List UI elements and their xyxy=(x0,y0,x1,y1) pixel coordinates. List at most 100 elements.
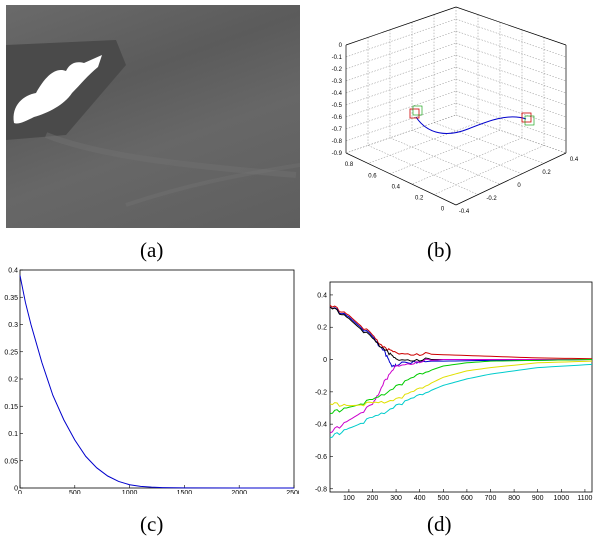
y-tick-label: -0.2 xyxy=(486,196,497,202)
plot-frame xyxy=(329,281,593,493)
x-tick-label: 1000 xyxy=(554,495,570,502)
x-tick-label: 0.4 xyxy=(392,184,401,190)
x-tick-label: 600 xyxy=(461,495,473,502)
chart-3d-trajectory: 0 -0.1 -0.2 -0.3 -0.4 -0.5 -0.6 -0.7 -0.8 -0.90.8… xyxy=(332,6,579,215)
start-marker xyxy=(409,108,420,119)
box-edge xyxy=(345,114,457,154)
grid-line xyxy=(455,54,567,94)
grid-line xyxy=(433,122,545,164)
grid-line xyxy=(389,129,501,175)
x-tick-label: 500 xyxy=(69,490,81,494)
x-tick-label: 200 xyxy=(367,495,379,502)
series-line xyxy=(329,359,593,415)
x-tick-label: 1500 xyxy=(177,490,193,494)
box-edge xyxy=(455,152,567,206)
grid-line xyxy=(389,137,501,185)
x-tick-label: 1000 xyxy=(122,490,138,494)
x-tick-label: 400 xyxy=(414,495,426,502)
grid-line xyxy=(345,66,457,106)
end-marker-outline xyxy=(524,115,535,126)
grid-line xyxy=(345,42,457,82)
caption-c: (c) xyxy=(140,512,164,536)
grid-line xyxy=(455,90,567,130)
y-tick-label: 0 xyxy=(14,486,18,493)
box-edge xyxy=(345,152,457,206)
grid-line xyxy=(455,102,567,142)
grid-line xyxy=(455,66,567,106)
camera-frame-drawing xyxy=(6,40,300,207)
y-tick-label: -0.2 xyxy=(315,389,327,396)
grid-line xyxy=(345,90,457,130)
y-tick-label: 0.25 xyxy=(4,349,18,356)
grid-line xyxy=(455,18,567,58)
series-line xyxy=(329,304,593,360)
camera-frame-image xyxy=(6,5,300,228)
z-tick-label: 0 xyxy=(339,43,343,49)
x-tick-label: 700 xyxy=(485,495,497,502)
grid-line xyxy=(345,78,457,118)
caption-d: (d) xyxy=(427,512,452,536)
x-tick-label: 0.6 xyxy=(368,173,377,179)
y-tick-label: 0.4 xyxy=(8,268,18,275)
box-edge xyxy=(345,6,457,46)
grid-line xyxy=(367,145,479,195)
z-tick-label: -0.5 xyxy=(332,103,343,109)
x-tick-label: 100 xyxy=(343,495,355,502)
series-line xyxy=(329,358,592,434)
x-tick-label: 0 xyxy=(441,206,445,212)
grid-line xyxy=(345,30,457,70)
z-tick-label: -0.3 xyxy=(332,79,343,85)
caption-b: (b) xyxy=(427,238,452,262)
z-tick-label: -0.8 xyxy=(332,139,343,145)
z-tick-label: -0.6 xyxy=(332,115,343,121)
y-tick-label: -0.4 xyxy=(315,422,327,429)
grid-line xyxy=(455,42,567,82)
y-tick-label: 0 xyxy=(323,357,327,364)
end-marker xyxy=(521,112,532,123)
x-tick-label: 0 xyxy=(18,490,22,494)
y-tick-label: -0.8 xyxy=(315,486,327,493)
box-edge xyxy=(455,6,567,46)
box-edge xyxy=(455,114,567,154)
series-line xyxy=(329,360,593,407)
start-marker-outline xyxy=(412,105,423,116)
z-tick-label: -0.7 xyxy=(332,127,343,133)
grid-line xyxy=(345,102,457,142)
grid-line xyxy=(411,129,523,175)
x-tick-label: 800 xyxy=(508,495,520,502)
chart-multi-series: 100 200 300 400 500 600 700 800 900 1000 1100 0.4 0.… xyxy=(315,281,593,502)
y-tick-label: -0.6 xyxy=(315,454,327,461)
y-tick-label: 0.2 xyxy=(317,325,327,332)
y-tick-label: 0.1 xyxy=(8,431,18,438)
decay-series-line xyxy=(19,275,294,489)
x-tick-label: 2000 xyxy=(231,490,247,494)
series-line xyxy=(329,306,592,362)
trajectory-line xyxy=(415,116,527,134)
x-tick-label: 0.2 xyxy=(415,195,424,201)
y-tick-label: 0.2 xyxy=(542,170,551,176)
grid-line xyxy=(345,18,457,58)
y-tick-label: 0 xyxy=(517,183,521,189)
y-tick-label: 0.3 xyxy=(8,322,18,329)
z-tick-label: -0.4 xyxy=(332,91,343,97)
white-silhouette-shape xyxy=(13,55,103,124)
grid-line xyxy=(455,30,567,70)
y-tick-label: 0.2 xyxy=(8,377,18,384)
grid-line xyxy=(455,78,567,118)
plot-frame xyxy=(19,269,295,489)
y-tick-label: 0.4 xyxy=(570,157,579,163)
x-tick-label: 300 xyxy=(390,495,402,502)
grid-line xyxy=(411,137,523,185)
x-tick-label: 0.8 xyxy=(345,162,354,168)
y-tick-label: -0.4 xyxy=(459,209,470,215)
series-line xyxy=(329,363,593,439)
x-tick-label: 900 xyxy=(532,495,544,502)
grid-line xyxy=(367,122,479,164)
y-tick-label: 0.35 xyxy=(4,295,18,302)
z-tick-label: -0.2 xyxy=(332,67,343,73)
x-tick-label: 1100 xyxy=(577,495,592,502)
z-tick-label: -0.1 xyxy=(332,55,343,61)
y-tick-label: 0.05 xyxy=(4,458,18,465)
